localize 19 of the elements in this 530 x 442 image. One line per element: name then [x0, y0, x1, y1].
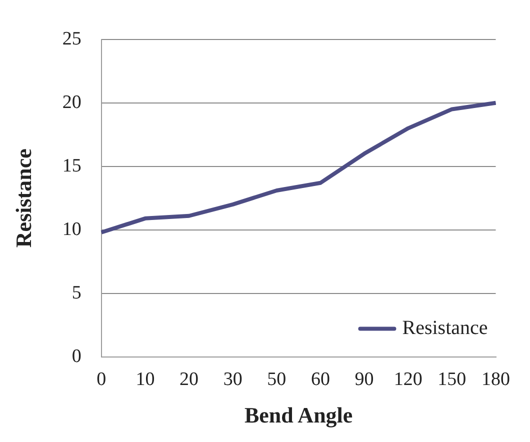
- y-tick-label: 5: [72, 282, 82, 304]
- x-tick-label: 20: [180, 369, 199, 390]
- x-tick-label: 30: [223, 369, 242, 390]
- x-tick-label: 0: [96, 369, 106, 390]
- y-tick-label: 20: [62, 92, 82, 113]
- y-tick-label: 15: [62, 155, 82, 176]
- y-axis-title: Resistance: [10, 148, 36, 248]
- x-tick-label: 120: [394, 369, 422, 390]
- x-axis-title: Bend Angle: [244, 402, 353, 428]
- x-tick-label: 10: [136, 369, 155, 390]
- x-tick-label: 180: [482, 369, 510, 390]
- x-tick-label: 50: [267, 369, 286, 390]
- x-tick-label: 90: [354, 369, 374, 390]
- legend-label: Resistance: [402, 317, 488, 340]
- y-tick-label: 10: [62, 218, 82, 240]
- y-tick-label: 0: [72, 346, 82, 367]
- x-tick-label: 60: [310, 369, 330, 390]
- x-tick-label: 150: [438, 369, 466, 390]
- y-tick-label: 25: [62, 28, 82, 50]
